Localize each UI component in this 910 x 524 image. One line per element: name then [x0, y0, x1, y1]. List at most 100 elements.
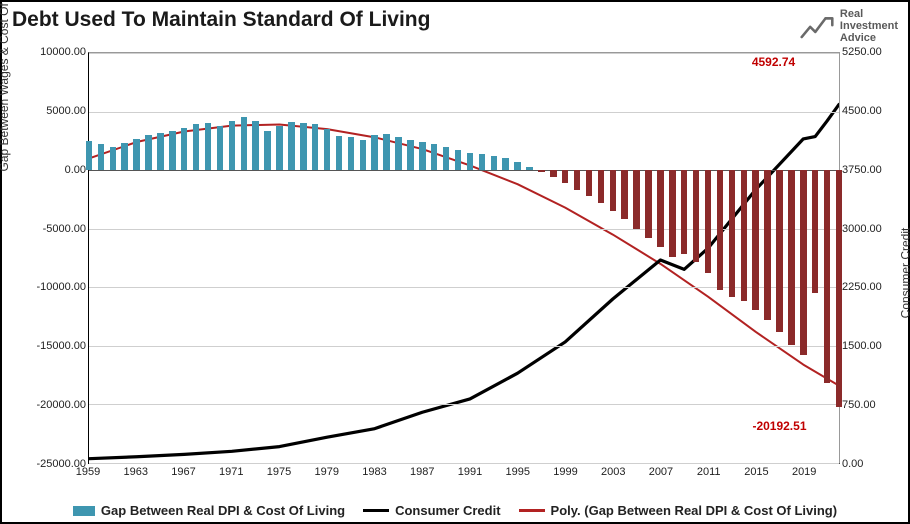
gap-bar [217, 126, 223, 171]
y-right-tick: 5250.00 [842, 46, 896, 58]
gap-bar [705, 170, 711, 273]
gap-bar [86, 141, 92, 170]
y-left-ticks: 10000.005000.000.00-5000.00-10000.00-150… [24, 52, 86, 464]
gap-bar [479, 154, 485, 170]
logo-icon [800, 11, 834, 41]
gap-bar [526, 167, 532, 171]
x-axis-ticks: 1959196319671971197519791983198719911995… [88, 466, 840, 484]
gap-bar [550, 170, 556, 177]
gap-bar [657, 170, 663, 247]
y-right-tick: 1500.00 [842, 340, 896, 352]
legend-label: Consumer Credit [395, 503, 500, 518]
x-tick: 1999 [553, 466, 577, 478]
gap-bar [336, 136, 342, 170]
gap-bar [121, 143, 127, 170]
gap-bar [252, 121, 258, 170]
x-tick: 1967 [171, 466, 195, 478]
legend-item: Poly. (Gap Between Real DPI & Cost Of Li… [519, 503, 838, 518]
gap-bar [514, 162, 520, 170]
legend-swatch-bar [73, 506, 95, 516]
legend-label: Gap Between Real DPI & Cost Of Living [101, 503, 345, 518]
chart-area: Gap Between Wages & Cost Of Living Consu… [8, 42, 902, 490]
gap-bar [181, 128, 187, 170]
gap-bar [741, 170, 747, 301]
gap-bar [788, 170, 794, 345]
legend-swatch-line [363, 509, 389, 512]
legend-item: Gap Between Real DPI & Cost Of Living [73, 503, 345, 518]
gap-bar [133, 139, 139, 171]
y-left-tick: -5000.00 [24, 223, 86, 235]
gridline [89, 463, 839, 464]
legend: Gap Between Real DPI & Cost Of Living Con… [2, 503, 908, 518]
gap-bar [717, 170, 723, 289]
gap-bar [681, 170, 687, 254]
gap-bar [729, 170, 735, 297]
y-left-tick: -20000.00 [24, 399, 86, 411]
x-tick: 1983 [362, 466, 386, 478]
gap-bar [110, 147, 116, 170]
gap-bar [288, 122, 294, 170]
annotation-label: 4592.74 [752, 55, 795, 69]
gap-bar [562, 170, 568, 183]
gap-bar [383, 134, 389, 170]
gap-bar [502, 158, 508, 170]
y-left-tick: 0.00 [24, 164, 86, 176]
gap-bar [407, 140, 413, 170]
y-right-ticks: 5250.004500.003750.003000.002250.001500.… [842, 52, 896, 464]
gap-bar [324, 129, 330, 170]
y-right-tick: 0.00 [842, 458, 896, 470]
gap-bar [431, 144, 437, 170]
gap-bar [598, 170, 604, 203]
x-tick: 1975 [267, 466, 291, 478]
gap-bar [348, 137, 354, 170]
gap-bar [264, 131, 270, 170]
legend-label: Poly. (Gap Between Real DPI & Cost Of Li… [551, 503, 838, 518]
consumer-credit-line [89, 104, 839, 458]
y-left-tick: 5000.00 [24, 105, 86, 117]
gap-bar [312, 124, 318, 170]
x-tick: 2003 [601, 466, 625, 478]
gap-bar [693, 170, 699, 261]
x-tick: 2011 [697, 466, 721, 478]
y-right-tick: 750.00 [842, 399, 896, 411]
gap-bar [145, 135, 151, 170]
x-tick: 1963 [123, 466, 147, 478]
chart-title: Debt Used To Maintain Standard Of Living [12, 8, 430, 32]
gap-bar [812, 170, 818, 293]
gap-bar [764, 170, 770, 320]
gap-bar [669, 170, 675, 257]
y-left-tick: 10000.00 [24, 46, 86, 58]
y-left-tick: -15000.00 [24, 340, 86, 352]
gap-bar [574, 170, 580, 190]
gap-bar [419, 142, 425, 170]
gap-bar [645, 170, 651, 238]
gap-bar [455, 150, 461, 170]
gap-bar [800, 170, 806, 355]
x-tick: 2007 [649, 466, 673, 478]
gap-bar [276, 126, 282, 171]
gap-bar [491, 156, 497, 170]
gap-bar [824, 170, 830, 383]
y-right-axis-label: Consumer Credit [899, 228, 910, 319]
gridline [89, 404, 839, 405]
x-tick: 1959 [76, 466, 100, 478]
annotation-label: -20192.51 [752, 419, 806, 433]
x-tick: 1995 [505, 466, 529, 478]
gap-bar [241, 117, 247, 170]
x-tick: 1987 [410, 466, 434, 478]
logo-text-1: Real [840, 8, 898, 20]
gap-bar [371, 135, 377, 170]
gap-bar [300, 123, 306, 170]
x-tick: 2019 [792, 466, 816, 478]
gap-bar [538, 170, 544, 172]
gap-bar [621, 170, 627, 219]
x-tick: 1979 [314, 466, 338, 478]
y-right-tick: 3750.00 [842, 164, 896, 176]
legend-swatch-line [519, 509, 545, 512]
gridline [89, 287, 839, 288]
gap-bar [467, 153, 473, 171]
x-tick: 1991 [458, 466, 482, 478]
y-right-tick: 2250.00 [842, 281, 896, 293]
gridline [89, 53, 839, 54]
x-tick: 2015 [744, 466, 768, 478]
